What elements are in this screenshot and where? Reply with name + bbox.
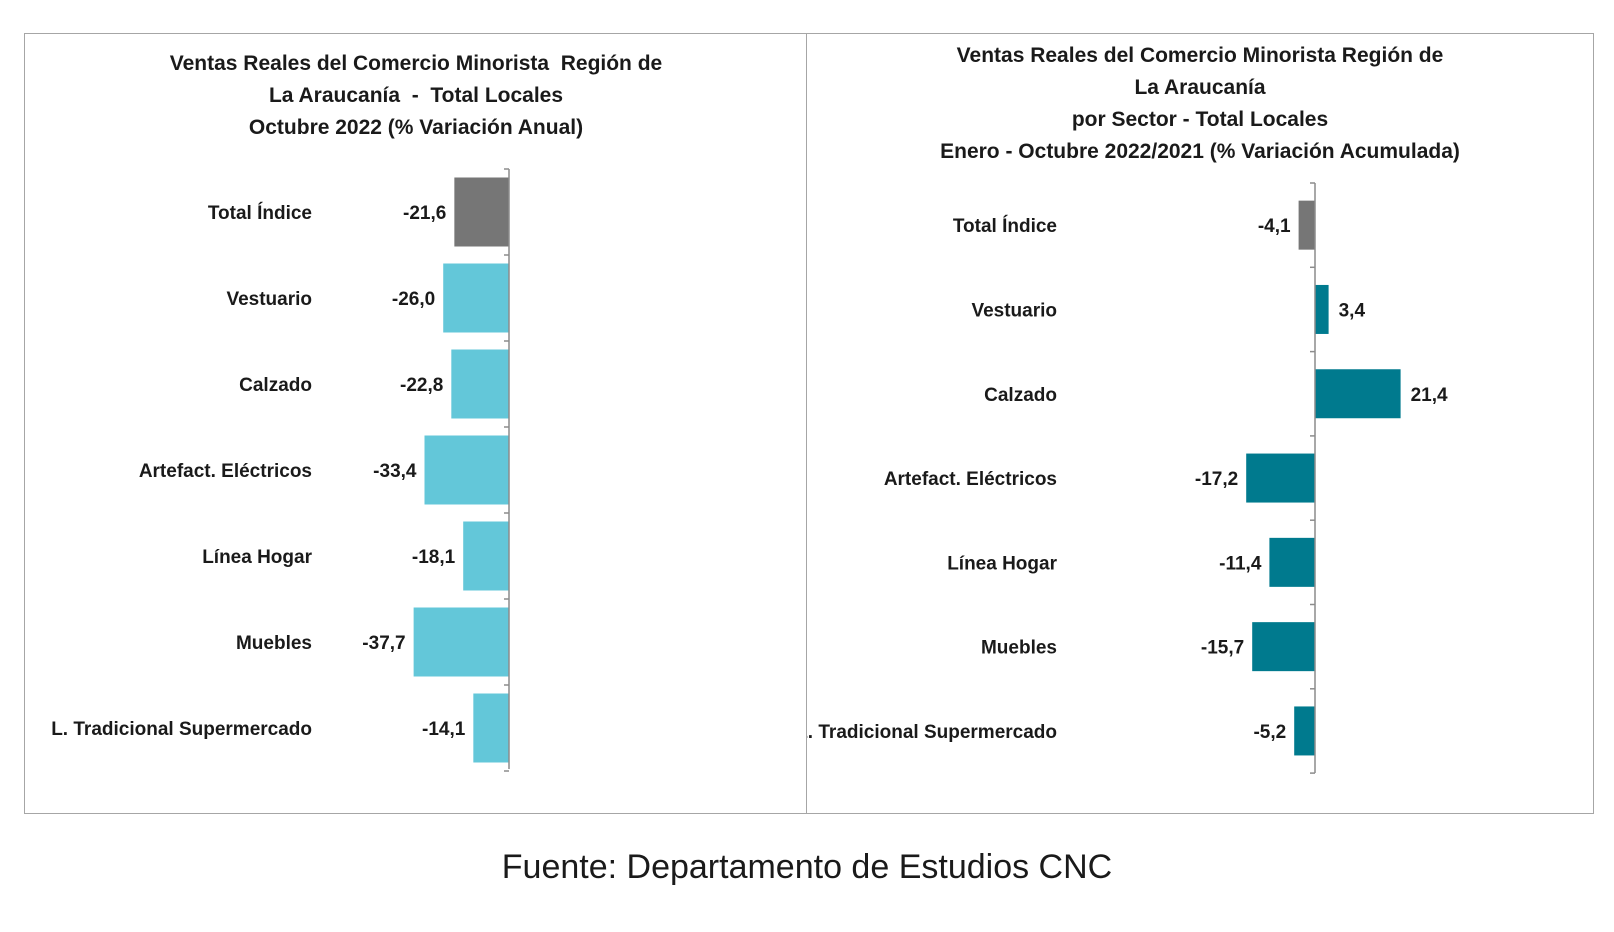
category-label: Artefact. Eléctricos	[139, 461, 312, 482]
chart-panel-cumulative: Ventas Reales del Comercio Minorista Reg…	[806, 33, 1594, 814]
data-label: -15,7	[1201, 638, 1244, 659]
data-label: -22,8	[400, 375, 443, 396]
bar	[413, 607, 509, 677]
title-line: Octubre 2022 (% Variación Anual)	[248, 116, 584, 139]
data-label: -37,7	[362, 633, 405, 654]
title-line: Ventas Reales del Comercio Minorista Reg…	[169, 52, 663, 75]
data-label: -5,2	[1253, 722, 1286, 743]
title-line: por Sector - Total Locales	[1071, 108, 1329, 131]
chart-title: Ventas Reales del Comercio Minorista Reg…	[25, 48, 807, 144]
category-label: L. Tradicional Supermercado	[51, 719, 312, 740]
category-label: L. Tradicional Supermercado	[807, 722, 1057, 743]
title-line: Enero - Octubre 2022/2021 (% Variación A…	[940, 140, 1460, 163]
source-note: Fuente: Departamento de Estudios CNC	[501, 848, 1113, 886]
category-label: Línea Hogar	[202, 547, 312, 568]
data-label: 21,4	[1411, 385, 1448, 406]
bar-chart-cumulative: Total Índice -4,1 Vestuario 3,4 Calzado 21,4 A…	[807, 182, 1448, 774]
bar	[1246, 453, 1315, 503]
category-label: Artefact. Eléctricos	[884, 469, 1057, 490]
category-label: Línea Hogar	[947, 553, 1057, 574]
chart-title: Ventas Reales del Comercio Minorista Reg…	[807, 40, 1593, 168]
bar	[1294, 706, 1315, 756]
bar	[443, 263, 509, 333]
bar	[1269, 537, 1315, 587]
data-label: -18,1	[412, 547, 456, 568]
bar	[1298, 200, 1315, 250]
data-label: -17,2	[1195, 469, 1238, 490]
chart-panel-annual: Ventas Reales del Comercio Minorista Reg…	[24, 33, 808, 814]
data-label: -26,0	[392, 289, 435, 310]
data-label: -21,6	[403, 203, 446, 224]
category-label: Vestuario	[226, 289, 312, 310]
data-label: -11,4	[1219, 553, 1262, 574]
data-label: 3,4	[1339, 300, 1366, 321]
bar	[463, 521, 509, 591]
category-label: Total Índice	[208, 202, 312, 224]
bar	[1315, 369, 1401, 419]
bar	[424, 435, 509, 505]
data-label: -33,4	[373, 461, 417, 482]
bar	[454, 177, 509, 247]
category-label: Total Índice	[953, 215, 1057, 237]
category-label: Muebles	[236, 633, 312, 654]
bar-chart-annual: Total Índice -21,6 Vestuario -26,0 Calzado -2…	[51, 168, 510, 772]
data-label: -4,1	[1258, 216, 1291, 237]
title-line: La Araucanía - Total Locales	[268, 84, 564, 107]
category-label: Calzado	[239, 375, 312, 396]
category-label: Calzado	[984, 385, 1057, 406]
bar	[1315, 284, 1329, 334]
bar	[1252, 622, 1315, 672]
title-line: La Araucanía	[1134, 76, 1266, 99]
bar	[451, 349, 509, 419]
bar	[473, 693, 509, 763]
data-label: -14,1	[422, 719, 466, 740]
title-line: Ventas Reales del Comercio Minorista Reg…	[956, 44, 1444, 67]
category-label: Vestuario	[971, 300, 1057, 321]
category-label: Muebles	[981, 638, 1057, 659]
